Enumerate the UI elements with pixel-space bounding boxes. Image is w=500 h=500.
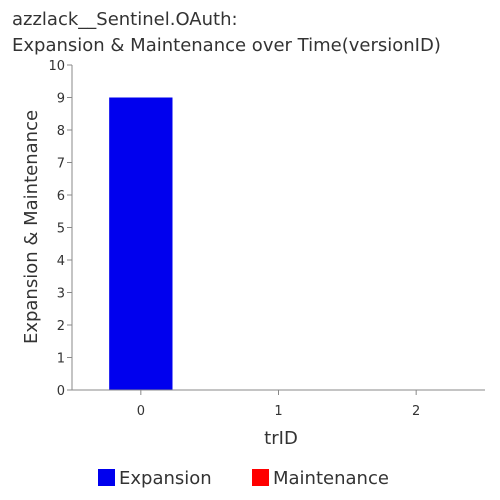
legend-swatch-maintenance — [252, 469, 269, 486]
x-axis-label: trID — [264, 428, 298, 449]
y-tick-label: 7 — [57, 157, 65, 172]
chart-title-line2: Expansion & Maintenance over Time(versio… — [12, 35, 441, 56]
x-tick-label: 0 — [137, 404, 145, 419]
legend-label-expansion: Expansion — [119, 468, 212, 489]
y-tick-label: 4 — [57, 254, 65, 269]
y-tick-label: 1 — [57, 352, 65, 367]
y-tick-label: 10 — [48, 59, 65, 74]
y-tick-label: 3 — [57, 287, 65, 302]
legend-swatch-expansion — [98, 469, 115, 486]
y-axis-ticks: 0 1 2 3 4 5 6 7 8 9 10 — [48, 59, 72, 399]
legend-label-maintenance: Maintenance — [273, 468, 389, 489]
x-tick-label: 1 — [274, 404, 282, 419]
y-tick-label: 2 — [57, 319, 65, 334]
y-tick-label: 0 — [57, 384, 65, 399]
y-tick-label: 8 — [57, 124, 65, 139]
y-tick-label: 9 — [57, 92, 65, 107]
bar-expansion — [109, 97, 173, 390]
y-tick-label: 5 — [57, 222, 65, 237]
legend: Expansion Maintenance — [98, 468, 389, 489]
x-tick-label: 2 — [412, 404, 420, 419]
x-axis-ticks: 0 1 2 — [137, 390, 420, 419]
chart-title-line1: azzlack__Sentinel.OAuth: — [12, 9, 238, 30]
y-tick-label: 6 — [57, 189, 65, 204]
bars — [109, 97, 173, 390]
y-axis-label: Expansion & Maintenance — [21, 110, 42, 344]
